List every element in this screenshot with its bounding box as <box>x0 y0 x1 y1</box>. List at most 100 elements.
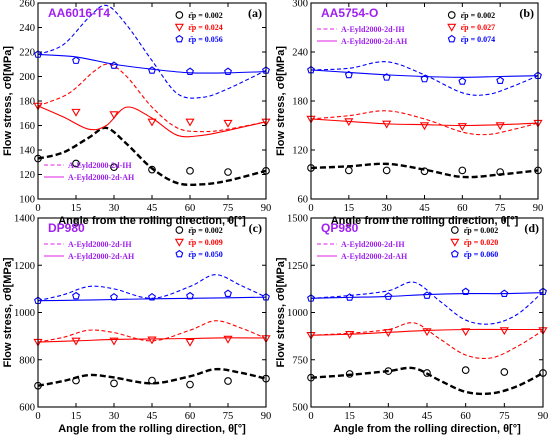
y-tick-label: 600 <box>19 403 35 414</box>
x-axis-label: Angle from the rolling direction, θ[°] <box>58 423 246 435</box>
data-point <box>461 287 470 296</box>
legend-strain-label: ε̄p = 0.050 <box>188 250 222 259</box>
data-point <box>186 380 194 389</box>
series-line-ih <box>311 366 543 396</box>
plot-frame <box>37 217 267 408</box>
series-line-ih <box>38 4 266 99</box>
legend-marker <box>447 11 456 19</box>
y-tick-label: 1200 <box>14 261 35 272</box>
data-point <box>420 74 429 83</box>
y-tick-label: 60 <box>298 195 309 206</box>
series-line-ih <box>38 320 266 343</box>
data-point <box>224 377 232 385</box>
data-point <box>461 366 470 374</box>
data-point <box>186 291 194 300</box>
data-point <box>110 163 118 171</box>
y-tick-label: 240 <box>19 23 35 34</box>
x-tick-label: 0 <box>35 203 40 214</box>
x-tick-label: 90 <box>261 203 272 214</box>
series-line-ah <box>311 328 543 336</box>
data-point <box>72 56 80 64</box>
legend-line-ih-label: A-Eyld2000-2d-IH <box>68 240 132 249</box>
plot-frame <box>310 2 539 200</box>
data-point <box>458 77 467 85</box>
series-line-ih <box>311 110 538 136</box>
data-point <box>147 336 157 345</box>
data-point <box>110 379 118 388</box>
data-point <box>185 118 195 127</box>
plot-area <box>38 4 266 187</box>
data-point <box>344 118 354 127</box>
x-tick-label: 15 <box>71 411 82 422</box>
data-point <box>383 329 393 338</box>
x-tick-label: 60 <box>460 411 471 422</box>
panel-label: (d) <box>524 221 539 235</box>
x-tick-label: 30 <box>383 411 394 422</box>
data-point <box>496 168 505 176</box>
y-axis-label: Flow stress, σθ[MPa] <box>2 257 14 367</box>
data-point <box>72 291 80 300</box>
legend-marker <box>450 226 459 234</box>
data-point <box>148 165 156 174</box>
y-tick-label: 180 <box>292 97 308 108</box>
legend-marker <box>175 11 184 19</box>
legend-marker <box>174 23 184 32</box>
x-tick-label: 30 <box>109 203 120 214</box>
data-point <box>186 67 194 75</box>
chart-panel-3: 0 15 30 45 60 75 90 600 800 1000 1200 1400 Angle fro… <box>2 214 271 435</box>
legend-strain-label: ε̄p = 0.002 <box>464 226 498 235</box>
data-point <box>382 73 391 81</box>
material-label: AA6016-T4 <box>48 6 110 20</box>
series-line-ih <box>311 281 543 325</box>
x-tick-label: 90 <box>538 411 549 422</box>
y-tick-label: 750 <box>292 355 308 366</box>
legend-marker <box>174 238 184 247</box>
plot-frame <box>37 2 267 200</box>
y-tick-label: 1000 <box>14 308 35 319</box>
y-tick-label: 1250 <box>287 261 308 272</box>
data-point <box>422 328 432 337</box>
y-tick-label: 220 <box>19 48 35 59</box>
data-point <box>384 292 393 300</box>
legend-line-ih-label: A-Eyld2000-2d-IH <box>68 161 132 170</box>
x-tick-label: 45 <box>147 411 158 422</box>
legend-marker <box>175 226 184 234</box>
data-point <box>148 293 156 301</box>
data-point <box>147 118 157 127</box>
data-point <box>224 67 232 75</box>
series-line-ih <box>311 61 538 96</box>
y-axis-label: Flow stress, σθ[MPa] <box>2 46 14 156</box>
series-line-ih <box>38 63 266 133</box>
series-line-ih <box>311 322 543 360</box>
legend-strain-label: ε̄p = 0.002 <box>188 11 222 20</box>
y-tick-label: 500 <box>292 403 308 414</box>
legend-line-ah-label: A-Eyld2000-2d-AH <box>341 37 408 46</box>
legend-line-ah-label: A-Eyld2000-2d-AH <box>341 252 408 261</box>
series-line-ah <box>38 296 266 302</box>
data-point <box>223 119 233 128</box>
legend-marker <box>450 249 459 258</box>
series-line-ih <box>311 162 538 179</box>
data-point <box>420 167 429 176</box>
y-tick-label: 300 <box>292 0 308 10</box>
x-tick-label: 0 <box>35 411 40 422</box>
y-tick-label: 1400 <box>14 214 35 225</box>
series-line-ih <box>38 367 266 387</box>
x-tick-label: 15 <box>71 203 82 214</box>
x-tick-label: 0 <box>308 203 313 214</box>
legend-strain-label: ε̄p = 0.060 <box>464 250 498 259</box>
series-line-ah <box>38 105 266 138</box>
data-point <box>148 376 156 385</box>
data-point <box>224 289 232 297</box>
legend-line-ah-label: A-Eyld2000-2d-AH <box>68 252 135 261</box>
data-point <box>345 293 354 301</box>
data-point <box>345 370 354 378</box>
x-tick-label: 90 <box>261 411 272 422</box>
y-tick-label: 240 <box>292 48 308 59</box>
x-tick-label: 45 <box>419 203 430 214</box>
data-point <box>382 166 391 175</box>
data-point <box>186 166 194 175</box>
y-axis-label: Flow stress, σθ[MPa] <box>275 46 287 156</box>
y-tick-label: 100 <box>19 195 35 206</box>
